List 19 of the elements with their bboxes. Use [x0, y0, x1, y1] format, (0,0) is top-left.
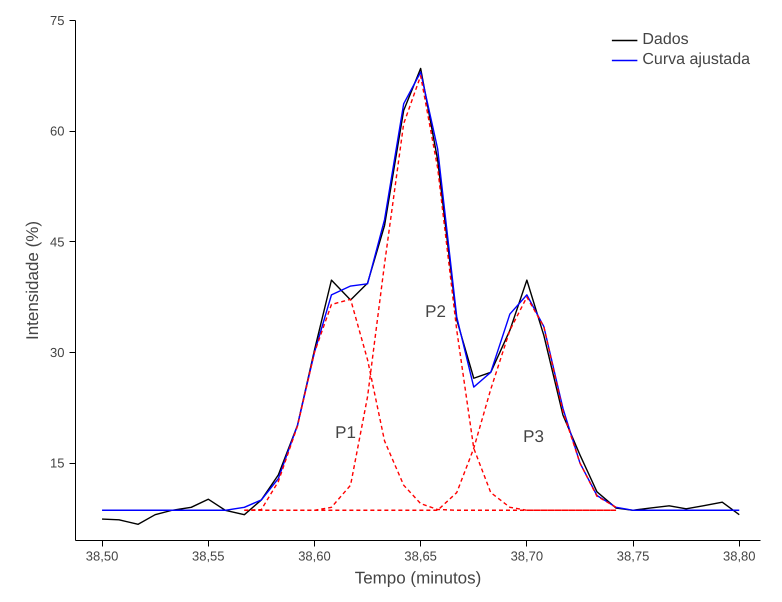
y-tick-label: 30 [50, 344, 65, 360]
x-tick-label: 38,75 [616, 548, 650, 564]
x-tick-label: 38,65 [404, 548, 437, 564]
x-tick-label: 38,50 [86, 548, 118, 564]
y-tick-label: 75 [50, 13, 65, 28]
y-tick-label: 45 [50, 234, 65, 250]
legend-label: Dados [642, 31, 689, 49]
x-tick-label: 38,55 [192, 548, 225, 564]
annotation: P1 [335, 423, 356, 442]
x-axis-title: Tempo (minutos) [354, 568, 482, 588]
x-tick-label: 38,80 [722, 548, 756, 564]
x-tick-label: 38,60 [298, 548, 331, 564]
y-tick-label: 15 [50, 456, 65, 471]
annotation: P2 [425, 302, 446, 321]
y-tick-label: 60 [50, 124, 65, 139]
x-tick-label: 38,70 [510, 548, 544, 564]
annotation: P3 [523, 427, 544, 446]
legend-label: Curva ajustada [642, 51, 750, 69]
y-axis-title: Intensidade (%) [23, 220, 42, 340]
